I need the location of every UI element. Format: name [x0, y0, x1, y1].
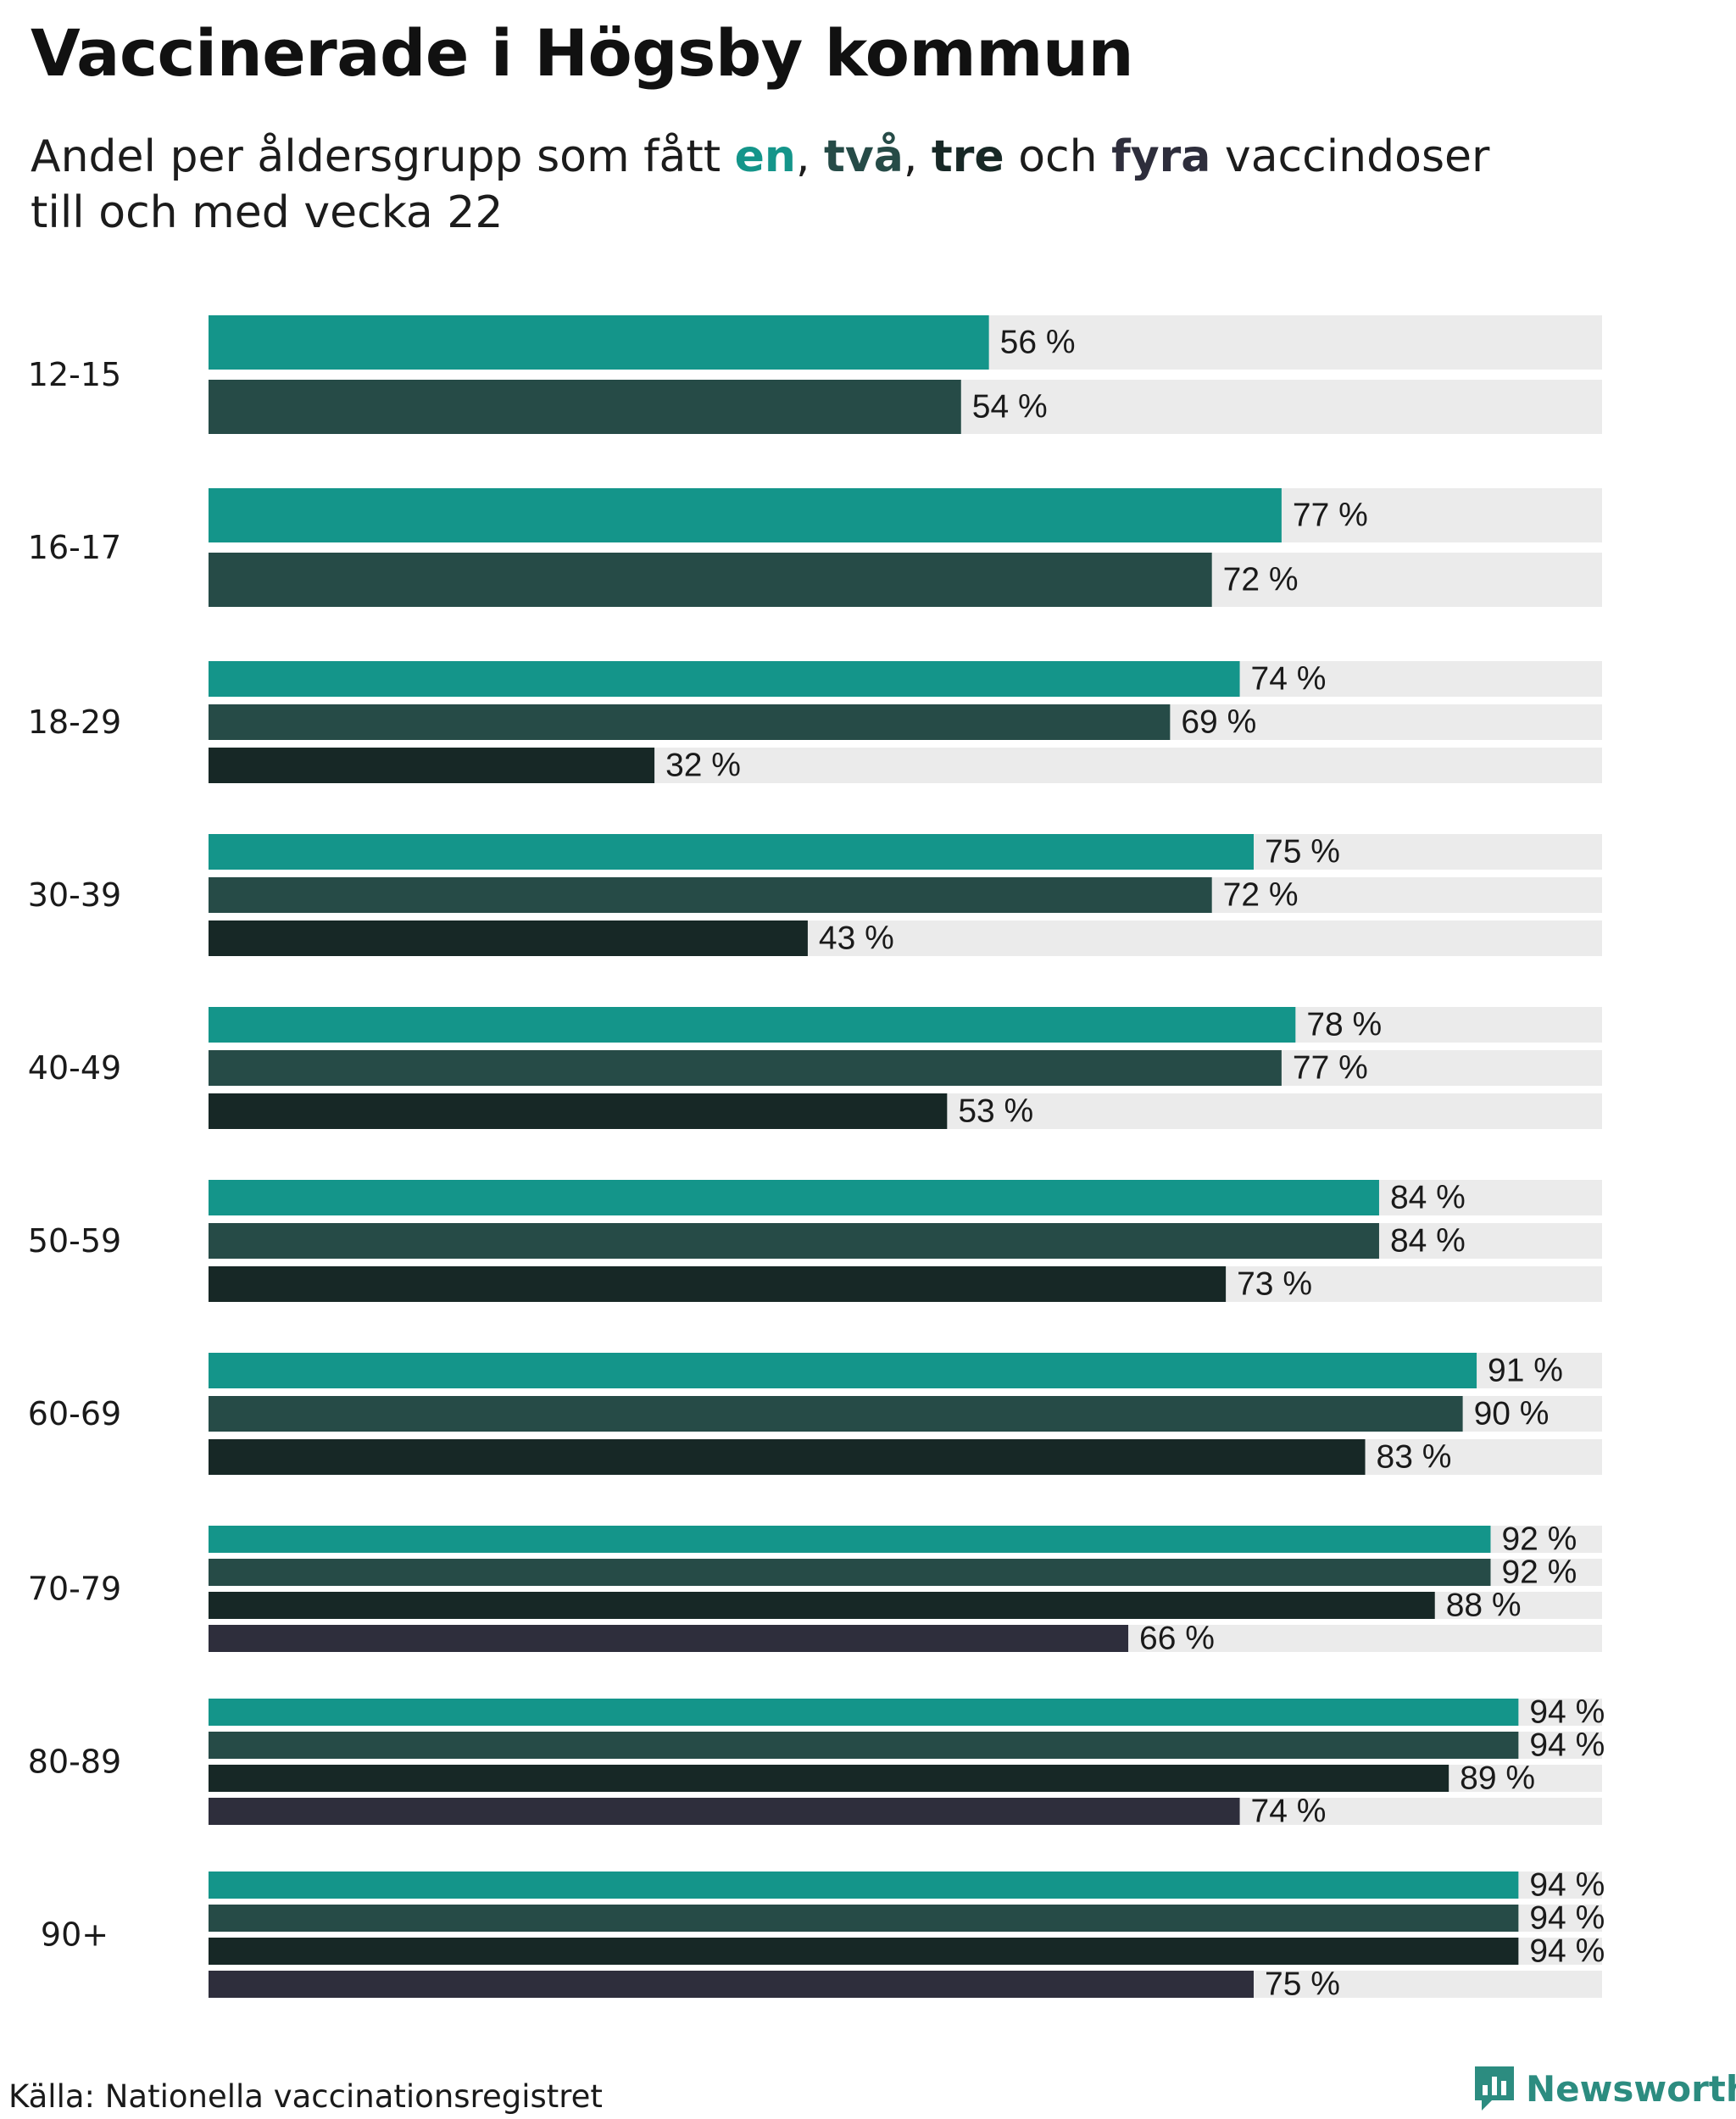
bar-four_doses: [209, 1971, 1254, 1998]
bar-one_dose: [209, 1180, 1379, 1215]
subtitle-separator: ,: [903, 131, 932, 182]
data-label: 94 %: [1529, 1727, 1605, 1764]
bar-two_doses: [209, 1396, 1463, 1432]
data-label: 90 %: [1474, 1396, 1550, 1432]
data-label: 94 %: [1529, 1694, 1605, 1731]
data-label: 74 %: [1251, 661, 1327, 698]
data-label: 89 %: [1460, 1760, 1535, 1797]
bar-one_dose: [209, 1872, 1519, 1899]
bar-three_doses: [209, 748, 655, 783]
bar-two_doses: [209, 380, 961, 434]
bar-one_dose: [209, 315, 989, 370]
category-label: 50-59: [28, 1222, 121, 1260]
data-label: 75 %: [1265, 1966, 1340, 2003]
bar-two_doses: [209, 877, 1212, 913]
category-label: 16-17: [28, 529, 121, 566]
category-label: 80-89: [28, 1744, 121, 1781]
category-label: 18-29: [28, 704, 121, 741]
data-label: 72 %: [1223, 562, 1299, 598]
bar-one_dose: [209, 1007, 1296, 1043]
bar-chart: 12-15 56 % 54 % 16-17 77 % 72 % 18-29 74 % 69 % 3…: [28, 315, 1605, 2003]
data-label: 69 %: [1181, 704, 1256, 741]
legend-four-doses: fyra: [1111, 131, 1211, 182]
bar-three_doses: [209, 920, 808, 956]
bar-one_dose: [209, 1699, 1519, 1726]
data-label: 53 %: [958, 1093, 1033, 1130]
data-label: 84 %: [1390, 1223, 1466, 1260]
category-label: 90+: [41, 1916, 108, 1954]
subtitle-text: vaccindoser: [1210, 131, 1490, 182]
bar-two_doses: [209, 1050, 1282, 1086]
data-label: 66 %: [1139, 1621, 1215, 1657]
bar-two_doses: [209, 704, 1171, 740]
bar-one_dose: [209, 661, 1240, 697]
data-label: 92 %: [1501, 1554, 1577, 1591]
bar-two_doses: [209, 1732, 1519, 1759]
bar-one_dose: [209, 1353, 1477, 1388]
bar-three_doses: [209, 1266, 1227, 1302]
subtitle-separator: och: [1004, 131, 1112, 182]
legend-three-doses: tre: [931, 131, 1004, 182]
bar-one_dose: [209, 488, 1282, 542]
data-label: 91 %: [1488, 1353, 1563, 1389]
bar-two_doses: [209, 1559, 1491, 1586]
bar-one_dose: [209, 834, 1254, 870]
category-label: 60-69: [28, 1395, 121, 1432]
chart-title: Vaccinerade i Högsby kommun: [31, 15, 1134, 91]
data-label: 94 %: [1529, 1867, 1605, 1904]
bar-three_doses: [209, 1592, 1435, 1619]
data-label: 56 %: [1000, 325, 1076, 361]
legend-two-doses: två: [824, 131, 904, 182]
bar-one_dose: [209, 1526, 1491, 1553]
bar-three_doses: [209, 1439, 1366, 1475]
data-label: 73 %: [1237, 1266, 1312, 1303]
chart-subtitle: Andel per åldersgrupp som fått en, två, …: [31, 129, 1641, 241]
data-label: 88 %: [1446, 1588, 1522, 1624]
data-label: 94 %: [1529, 1900, 1605, 1937]
category-label: 12-15: [28, 356, 121, 393]
subtitle-line-2: till och med vecka 22: [31, 187, 504, 238]
subtitle-separator: ,: [795, 131, 825, 182]
bar-three_doses: [209, 1938, 1519, 1965]
category-label: 40-49: [28, 1049, 121, 1087]
data-label: 78 %: [1306, 1007, 1382, 1043]
bar-four_doses: [209, 1798, 1240, 1825]
data-label: 94 %: [1529, 1933, 1605, 1970]
source-note: Källa: Nationella vaccinationsregistret: [8, 2078, 603, 2115]
legend-one-dose: en: [734, 131, 796, 182]
brand-name: Newsworthy: [1526, 2067, 1736, 2110]
bar-two_doses: [209, 553, 1212, 607]
data-label: 84 %: [1390, 1180, 1466, 1216]
data-label: 83 %: [1377, 1439, 1452, 1476]
data-label: 92 %: [1501, 1521, 1577, 1558]
data-label: 75 %: [1265, 834, 1340, 870]
category-label: 30-39: [28, 876, 121, 914]
newsworthy-logo-icon: [1475, 2066, 1514, 2111]
bar-three_doses: [209, 1765, 1449, 1792]
subtitle-text: Andel per åldersgrupp som fått: [31, 131, 735, 182]
brand-logo: Newsworthy: [1475, 2066, 1736, 2111]
data-label: 77 %: [1293, 498, 1368, 534]
bar-two_doses: [209, 1223, 1379, 1259]
data-label: 43 %: [819, 920, 894, 957]
data-label: 72 %: [1223, 877, 1299, 914]
bar-two_doses: [209, 1905, 1519, 1932]
bar-four_doses: [209, 1625, 1129, 1652]
data-label: 77 %: [1293, 1050, 1368, 1087]
data-label: 74 %: [1251, 1794, 1327, 1830]
data-label: 32 %: [665, 748, 741, 784]
bar-three_doses: [209, 1093, 948, 1129]
category-label: 70-79: [28, 1571, 121, 1608]
data-label: 54 %: [972, 389, 1048, 425]
